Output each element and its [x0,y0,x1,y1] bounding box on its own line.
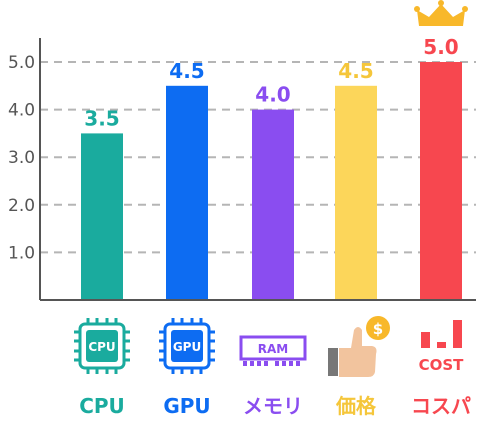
crown-icon [414,0,468,26]
y-tick-labels: 1.0 2.0 3.0 4.0 5.0 [8,53,35,263]
category-label: CPU [79,394,125,418]
ram-module-icon: RAM [239,335,307,366]
value-labels: 3.5 4.5 4.0 4.5 5.0 [84,35,458,130]
value-label: 4.5 [338,59,373,83]
bar-2 [166,85,208,300]
cost-icon-label: COST [419,356,465,374]
value-label: 4.0 [255,83,290,107]
y-tick-label: 3.0 [8,148,35,168]
cpu-icon-label: CPU [88,340,115,354]
bar-3 [252,109,294,300]
value-label: 3.5 [84,106,119,130]
y-tick-label: 2.0 [8,196,35,216]
bar-1 [81,133,123,300]
y-tick-label: 5.0 [8,53,35,73]
gpu-chip-icon: GPU [159,318,215,374]
coin-symbol: $ [373,320,383,338]
value-label: 4.5 [169,59,204,83]
y-tick-label: 4.0 [8,101,35,121]
category-label: メモリ [243,394,303,418]
bars-group [81,62,462,300]
cpu-chip-icon: CPU [74,318,130,374]
bar-4 [335,85,377,300]
category-label: 価格 [335,394,377,418]
y-tick-label: 1.0 [8,243,35,263]
category-label: コスパ [411,394,471,418]
bar-5 [420,62,462,300]
cost-bars-icon: COST [419,320,465,374]
thumbs-up-coin-icon: $ [328,316,390,377]
category-label: GPU [163,394,210,418]
ram-icon-label: RAM [258,342,288,356]
value-label: 5.0 [423,35,458,59]
category-labels: CPU GPU メモリ 価格 コスパ [79,394,471,418]
gpu-icon-label: GPU [173,340,201,354]
